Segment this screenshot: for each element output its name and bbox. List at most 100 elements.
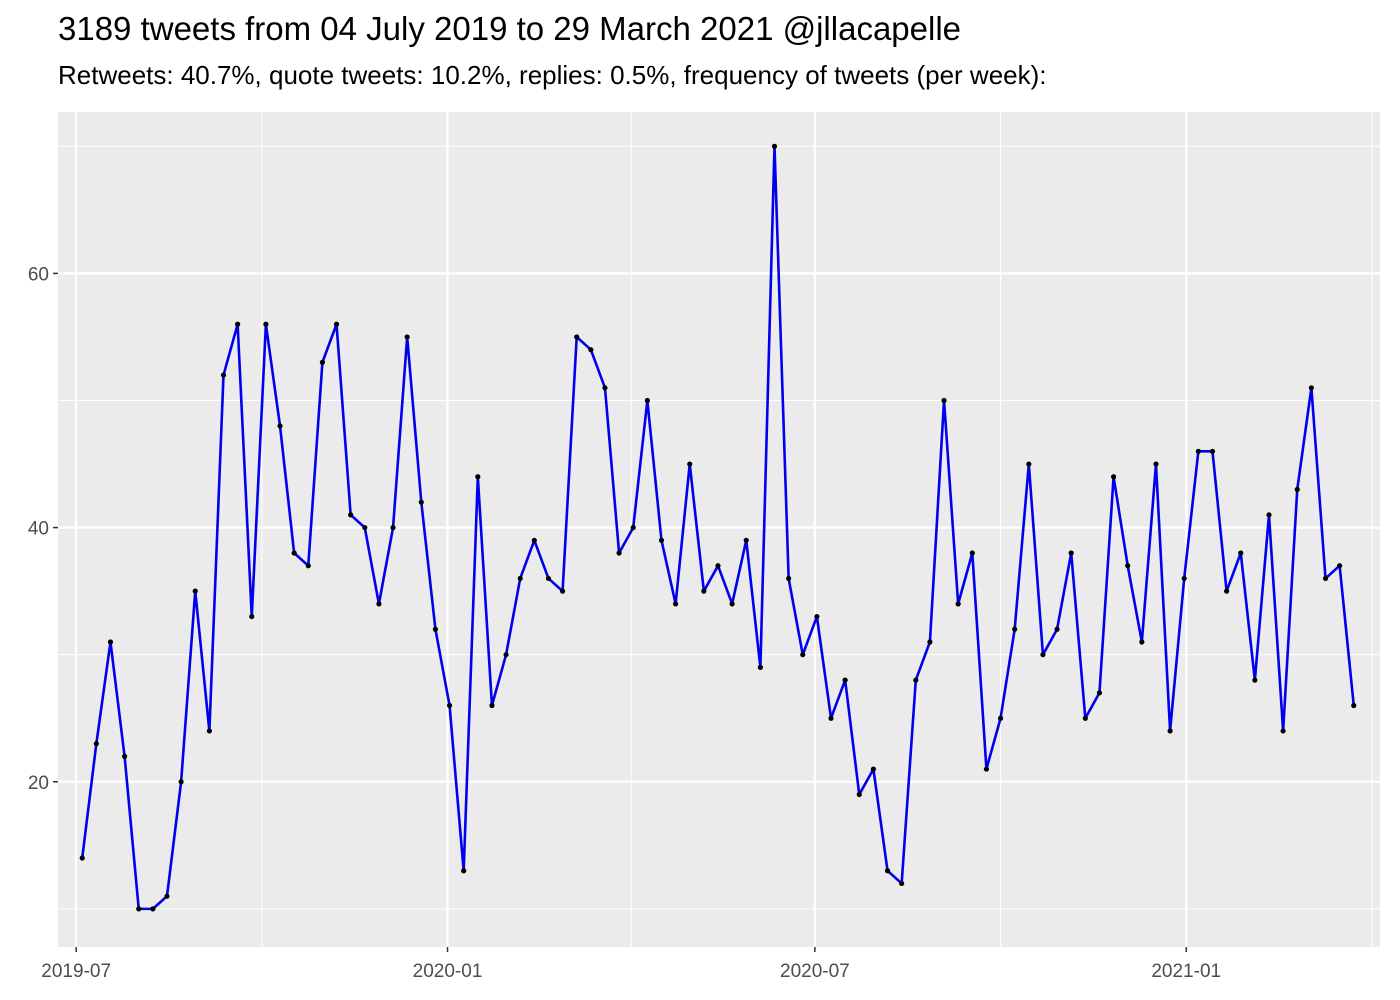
- y-tick-label-60: 60: [28, 264, 49, 285]
- data-point-1: [93, 741, 99, 747]
- data-point-78: [1181, 575, 1187, 582]
- data-point-64: [983, 766, 990, 772]
- data-point-47: [743, 537, 749, 543]
- data-point-66: [1012, 626, 1018, 632]
- data-point-54: [842, 677, 848, 683]
- data-point-62: [955, 601, 961, 607]
- data-point-67: [1026, 461, 1032, 467]
- data-point-7: [178, 779, 184, 785]
- data-point-85: [1280, 728, 1286, 734]
- data-point-76: [1153, 461, 1159, 467]
- data-point-39: [630, 524, 636, 531]
- data-point-31: [517, 575, 523, 582]
- data-point-35: [574, 334, 580, 340]
- data-point-49: [771, 143, 778, 149]
- data-point-33: [545, 575, 552, 582]
- data-point-74: [1125, 563, 1131, 569]
- data-point-59: [913, 677, 919, 683]
- data-point-15: [291, 550, 297, 556]
- axis-ticks: [53, 272, 1187, 952]
- data-point-17: [319, 359, 325, 365]
- grid-minor: [58, 112, 1380, 947]
- data-point-77: [1167, 728, 1173, 734]
- data-point-86: [1294, 486, 1300, 493]
- data-point-13: [263, 321, 269, 327]
- x-axis-labels: 2019-07 2020-01 2020-07 2021-01: [41, 961, 1221, 982]
- data-point-32: [531, 537, 537, 543]
- data-point-38: [616, 550, 622, 556]
- y-tick-label-40: 40: [28, 519, 49, 540]
- data-point-72: [1096, 690, 1103, 696]
- data-point-55: [856, 791, 862, 798]
- data-point-70: [1068, 550, 1074, 556]
- data-point-71: [1082, 715, 1088, 721]
- data-point-63: [969, 550, 975, 556]
- data-point-40: [644, 397, 650, 404]
- data-point-45: [715, 563, 721, 569]
- data-point-5: [150, 906, 156, 912]
- data-point-37: [602, 385, 608, 391]
- data-point-43: [687, 461, 693, 467]
- data-point-18: [333, 321, 340, 327]
- y-tick-label-20: 20: [28, 773, 49, 794]
- data-point-81: [1224, 588, 1230, 594]
- data-point-42: [673, 601, 679, 607]
- series-points: [79, 143, 1357, 912]
- data-point-46: [729, 601, 735, 607]
- chart-title: 3189 tweets from 04 July 2019 to 29 Marc…: [58, 10, 962, 47]
- data-point-34: [559, 588, 566, 594]
- data-point-23: [404, 334, 410, 340]
- x-tick-label-2021-01: 2021-01: [1151, 961, 1221, 982]
- data-point-27: [461, 868, 467, 874]
- data-point-16: [305, 563, 311, 569]
- data-point-2: [107, 639, 114, 645]
- data-point-83: [1252, 677, 1258, 683]
- chart-subtitle: Retweets: 40.7%, quote tweets: 10.2%, re…: [58, 60, 1047, 90]
- data-point-44: [701, 588, 707, 594]
- data-point-29: [489, 702, 495, 709]
- y-axis-labels: 20 40 60: [28, 264, 49, 793]
- data-point-58: [899, 880, 905, 887]
- data-point-11: [235, 321, 241, 327]
- data-point-20: [362, 524, 368, 531]
- data-point-14: [277, 423, 283, 429]
- data-point-75: [1139, 639, 1145, 645]
- data-point-65: [997, 715, 1004, 721]
- data-point-22: [390, 524, 396, 531]
- data-point-88: [1322, 575, 1329, 582]
- x-tick-label-2019-07: 2019-07: [41, 961, 111, 982]
- data-point-89: [1337, 563, 1343, 569]
- x-tick-label-2020-07: 2020-07: [780, 961, 850, 982]
- data-point-56: [870, 766, 877, 772]
- data-point-9: [206, 728, 212, 734]
- x-tick-label-2020-01: 2020-01: [413, 961, 483, 982]
- data-point-3: [122, 753, 128, 759]
- data-point-4: [136, 906, 142, 912]
- data-point-68: [1040, 652, 1046, 658]
- data-point-25: [432, 626, 439, 632]
- data-point-6: [164, 893, 170, 899]
- data-point-10: [220, 372, 227, 378]
- data-point-30: [503, 652, 509, 658]
- data-point-51: [800, 652, 806, 658]
- data-point-28: [475, 474, 481, 480]
- data-point-80: [1209, 448, 1216, 454]
- data-point-52: [814, 613, 820, 620]
- data-point-61: [941, 397, 947, 404]
- data-point-57: [884, 868, 891, 874]
- data-point-90: [1351, 702, 1357, 709]
- data-point-87: [1308, 385, 1314, 391]
- data-point-36: [588, 347, 594, 353]
- data-point-0: [79, 855, 85, 861]
- data-point-60: [927, 639, 933, 645]
- data-point-53: [828, 715, 834, 721]
- data-point-24: [418, 499, 424, 505]
- data-point-21: [376, 601, 382, 607]
- data-point-79: [1195, 448, 1201, 454]
- data-point-82: [1238, 550, 1244, 556]
- data-point-12: [249, 613, 255, 620]
- data-point-19: [348, 512, 354, 518]
- data-point-41: [658, 537, 665, 543]
- data-point-8: [192, 588, 198, 594]
- data-point-69: [1054, 626, 1060, 632]
